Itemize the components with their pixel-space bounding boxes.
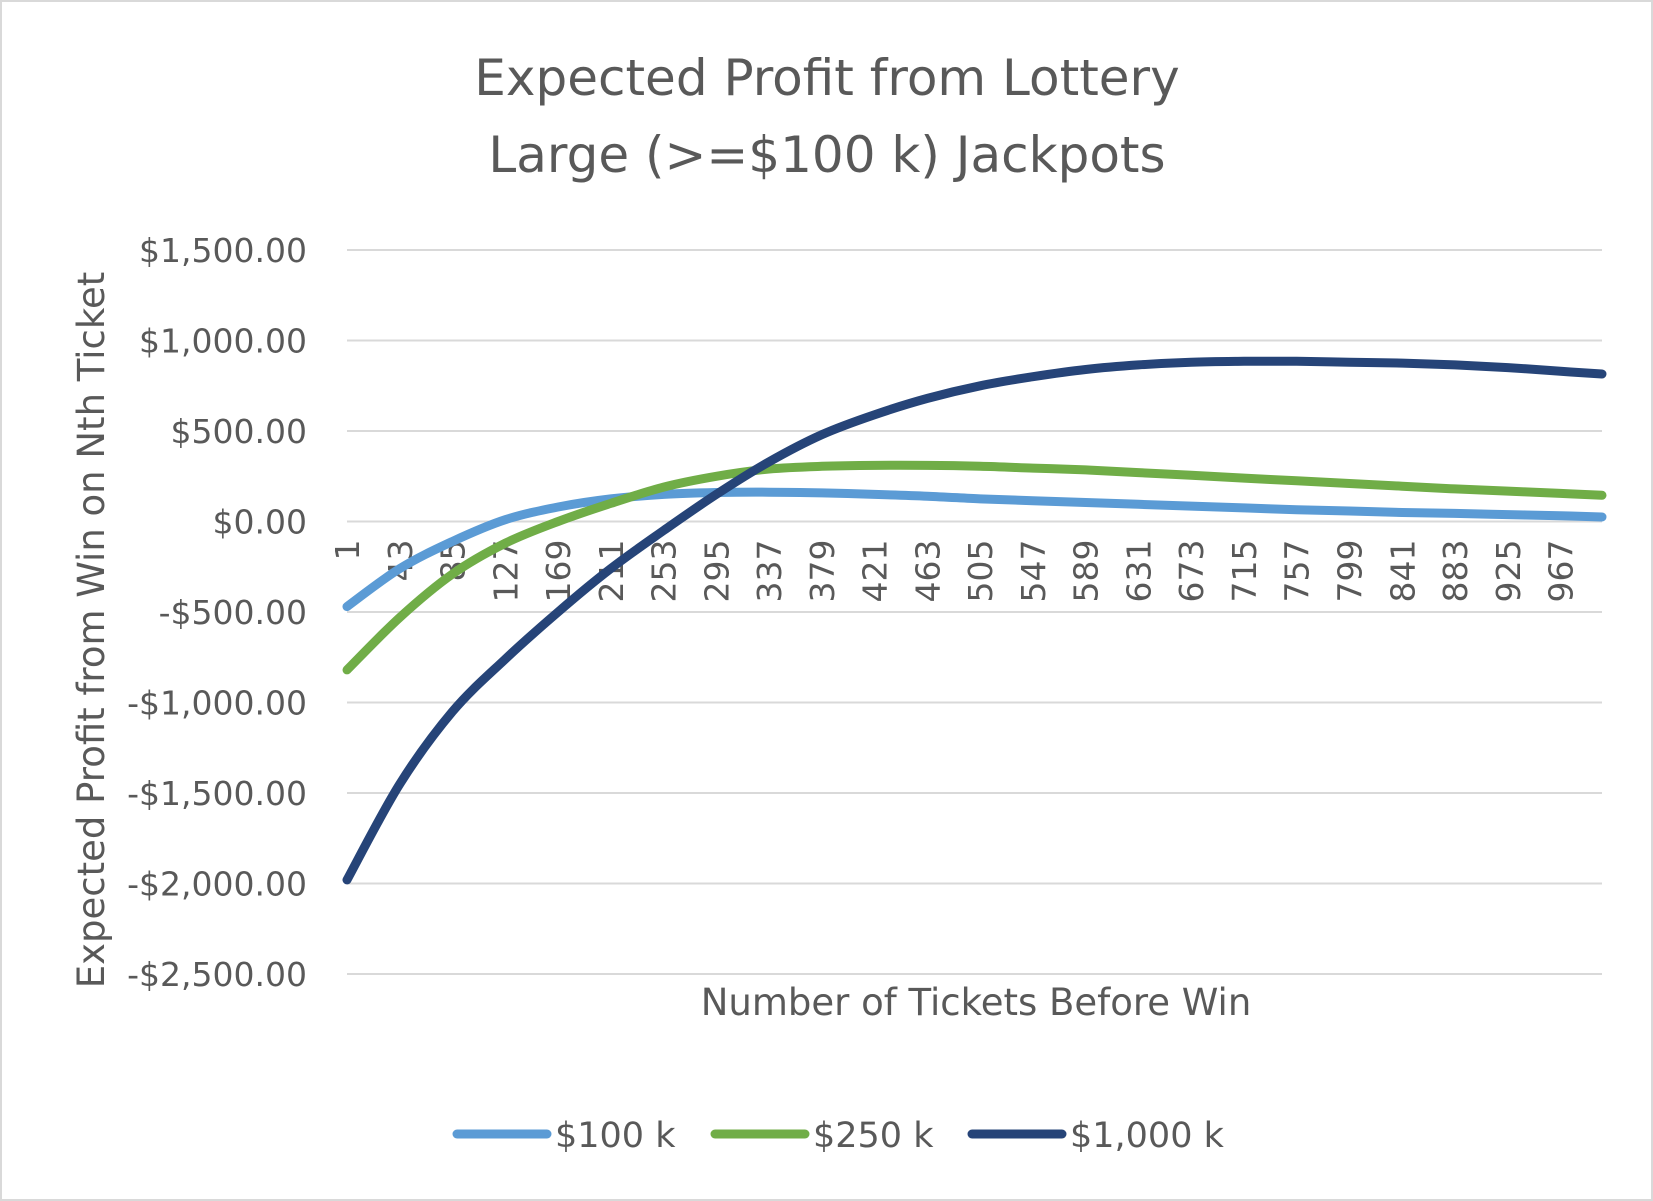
x-tick-label: 169	[539, 540, 578, 603]
chart-title: Expected Profit from Lottery	[474, 49, 1179, 107]
x-tick-label: 925	[1489, 540, 1528, 603]
x-axis-ticks: 1 43 85 127 169 211 253 295 337 379 421 463 505 547 58…	[328, 540, 1581, 603]
legend-label: $100 k	[555, 1116, 676, 1156]
y-tick-label: $0.00	[213, 503, 307, 542]
y-tick-label: $1,500.00	[139, 231, 307, 270]
x-tick-label: 1	[328, 540, 367, 561]
y-tick-label: -$1,000.00	[127, 684, 307, 723]
series-line-2	[342, 460, 1607, 675]
x-tick-label: 505	[961, 540, 1000, 603]
x-tick-label: 715	[1225, 540, 1264, 603]
y-tick-label: -$500.00	[159, 593, 307, 632]
y-tick-label: $500.00	[171, 412, 307, 451]
y-tick-label: -$2,000.00	[127, 865, 307, 904]
x-tick-label: 421	[856, 540, 895, 603]
x-tick-label: 799	[1330, 540, 1369, 603]
x-tick-label: 757	[1278, 540, 1317, 603]
legend-label: $1,000 k	[1070, 1116, 1225, 1156]
x-tick-label: 463	[908, 540, 947, 603]
chart-subtitle: Large (>=$100 k) Jackpots	[488, 126, 1165, 184]
x-axis-title: Number of Tickets Before Win	[701, 981, 1252, 1024]
series-lines	[342, 356, 1607, 885]
y-tick-label: -$2,500.00	[127, 955, 307, 994]
gridlines	[347, 249, 1602, 975]
x-tick-label: 589	[1067, 540, 1106, 603]
x-tick-label: 295	[697, 540, 736, 603]
legend: $100 k $250 k $1,000 k	[452, 1116, 1225, 1156]
x-tick-label: 253	[645, 540, 684, 603]
x-tick-label: 673	[1172, 540, 1211, 603]
legend-label: $250 k	[813, 1116, 934, 1156]
y-tick-label: -$1,500.00	[127, 774, 307, 813]
x-tick-label: 841	[1383, 540, 1422, 603]
y-tick-label: $1,000.00	[139, 322, 307, 361]
y-axis-title: Expected Profit from Win on Nth Ticket	[70, 272, 113, 989]
series-line-1	[342, 487, 1607, 612]
x-tick-label: 967	[1542, 540, 1581, 603]
x-tick-label: 547	[1014, 540, 1053, 603]
y-axis-ticks: $1,500.00 $1,000.00 $500.00 $0.00 -$500.00 -$…	[127, 231, 307, 994]
x-tick-label: 883	[1436, 540, 1475, 603]
x-tick-label: 337	[750, 540, 789, 603]
series-line-3	[342, 356, 1607, 885]
x-tick-label: 379	[803, 540, 842, 603]
x-tick-label: 631	[1119, 540, 1158, 603]
